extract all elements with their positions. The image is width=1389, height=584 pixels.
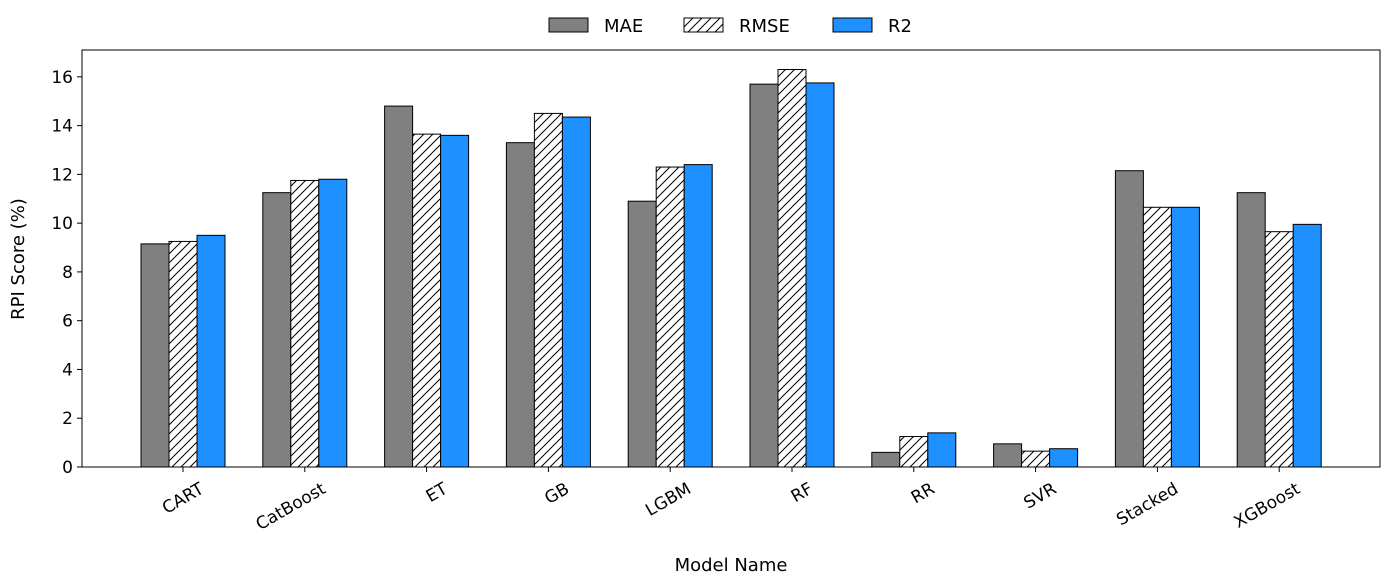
bar-r2-svr — [1049, 448, 1079, 468]
plot-frame — [81, 49, 1381, 468]
y-tick-label: 8 — [62, 263, 73, 283]
bar-mae-rf — [749, 83, 779, 468]
bar-mae-cart — [140, 243, 170, 468]
y-tick-label: 14 — [51, 117, 73, 137]
y-axis-title: RPI Score (%) — [8, 198, 29, 320]
bar-r2-gb — [561, 116, 591, 468]
bar-mae-lgbm — [627, 200, 657, 468]
y-tick-label: 16 — [51, 68, 73, 88]
y-tick-label: 10 — [51, 214, 73, 234]
bar-mae-xgboost — [1236, 192, 1266, 468]
legend-swatch-rmse — [683, 17, 724, 33]
x-tick-label-stacked: Stacked — [1113, 479, 1182, 530]
legend-swatch-mae — [548, 17, 589, 33]
bar-r2-lgbm — [683, 164, 713, 468]
y-tick-label: 12 — [51, 165, 73, 185]
x-tick-label-rr: RR — [908, 479, 939, 508]
y-tick-label: 2 — [62, 409, 73, 429]
bar-rmse-cart — [168, 240, 198, 468]
bar-rmse-lgbm — [655, 166, 685, 468]
bar-rmse-catboost — [290, 179, 320, 468]
x-tick-label-rf: RF — [788, 479, 817, 507]
x-tick-label-et: ET — [423, 479, 452, 507]
y-tick-label: 4 — [62, 360, 73, 380]
legend: MAE RMSE R2 — [548, 16, 912, 37]
bar-mae-catboost — [262, 192, 292, 468]
bars — [140, 69, 1322, 468]
y-tick-label: 6 — [62, 312, 73, 332]
bar-r2-catboost — [318, 178, 348, 468]
bar-mae-svr — [993, 443, 1023, 468]
bar-mae-gb — [505, 142, 535, 468]
bar-r2-et — [440, 134, 470, 468]
x-tick-label-catboost: CatBoost — [253, 479, 330, 535]
x-tick-label-xgboost: XGBoost — [1231, 479, 1304, 533]
x-tick-label-lgbm: LGBM — [642, 479, 694, 521]
x-tick-label-cart: CART — [159, 479, 208, 519]
bar-rmse-gb — [533, 112, 563, 468]
legend-label-mae: MAE — [604, 16, 643, 37]
x-tick-label-svr: SVR — [1020, 479, 1060, 514]
bar-r2-xgboost — [1292, 223, 1322, 468]
bar-rmse-rr — [899, 436, 929, 468]
bar-r2-rf — [805, 82, 835, 468]
x-axis-ticks: CART CatBoost ET GB LGBM RF RR SVR Stacked XGBoos… — [159, 467, 1304, 535]
y-axis-ticks: 0 2 4 6 8 10 12 14 16 — [51, 68, 82, 478]
bar-rmse-xgboost — [1264, 231, 1294, 468]
bar-r2-cart — [196, 234, 226, 468]
legend-label-rmse: RMSE — [739, 16, 790, 37]
x-tick-label-gb: GB — [541, 479, 573, 509]
legend-label-r2: R2 — [888, 16, 912, 37]
bar-mae-et — [384, 105, 414, 468]
legend-swatch-r2 — [832, 17, 873, 33]
bar-rmse-rf — [777, 69, 807, 468]
bar-mae-rr — [871, 451, 901, 468]
bar-rmse-et — [412, 133, 442, 468]
x-axis-title: Model Name — [675, 555, 788, 576]
bar-rmse-stacked — [1142, 206, 1172, 468]
bar-rmse-svr — [1021, 450, 1051, 468]
y-tick-label: 0 — [62, 458, 73, 478]
bar-mae-stacked — [1114, 170, 1144, 468]
bar-r2-rr — [927, 432, 957, 468]
bar-r2-stacked — [1170, 206, 1200, 468]
